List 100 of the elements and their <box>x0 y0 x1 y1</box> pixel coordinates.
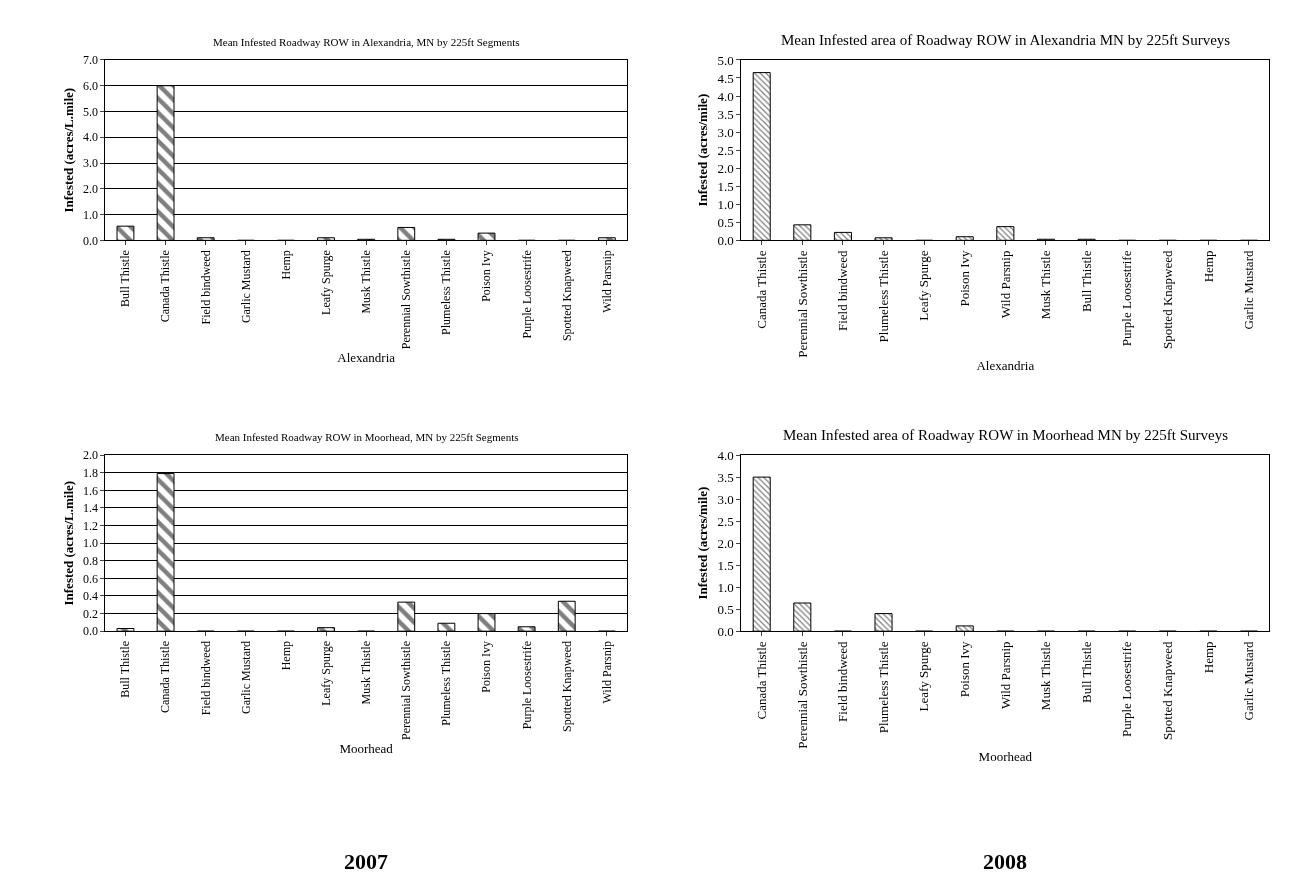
x-tick-label: Hemp <box>278 640 293 671</box>
chart-title: Mean Infested Roadway ROW in Moorhead, MN by 225ft Segments <box>215 431 519 443</box>
y-tick-label: 0.5 <box>717 601 734 617</box>
text: 2008 <box>983 849 1027 874</box>
y-axis-title: Infested (acres/L.mile) <box>60 480 76 606</box>
y-tick-label: 4.0 <box>717 88 734 104</box>
x-tick-label: Musk Thistle <box>1038 641 1054 711</box>
x-tick-label: Purple Loosestrife <box>519 640 534 730</box>
x-tick-label: Spotted Knapweed <box>1159 250 1175 350</box>
y-axis-title: Infested (acres/mile) <box>695 486 711 600</box>
y-tick-label: 2.0 <box>717 535 734 551</box>
y-tick-label: 1.2 <box>83 518 98 533</box>
x-tick-label: Leafy Spurge <box>318 250 333 315</box>
x-tick-label: Spotted Knapweed <box>559 640 574 732</box>
x-axis-title: Moorhead <box>978 749 1033 765</box>
x-tick-label: Canada Thistle <box>753 641 769 720</box>
x-tick-label: Canada Thistle <box>158 250 173 323</box>
y-tick-label: 2.0 <box>83 448 98 463</box>
y-axis-title: Infested (acres/L.mile) <box>60 87 76 213</box>
y-tick-label: 1.8 <box>83 465 98 480</box>
y-axis-title: Infested (acres/mile) <box>695 93 711 207</box>
x-tick-label: Hemp <box>278 250 293 280</box>
x-tick-label: Purple Loosestrife <box>1119 641 1135 738</box>
y-tick-label: 6.0 <box>83 78 98 93</box>
x-tick-label: Leafy Spurge <box>916 641 932 712</box>
x-tick-label: Bull Thistle <box>118 640 133 698</box>
x-tick-label: Poison Ivy <box>956 250 972 307</box>
x-tick-label: Perennial Sowthistle <box>399 640 414 740</box>
x-tick-label: Spotted Knapweed <box>559 250 574 342</box>
y-tick-label: 0.8 <box>83 553 98 568</box>
y-tick-label: 0.2 <box>83 606 98 621</box>
x-tick-label: Field bindweed <box>198 640 213 716</box>
x-tick-label: Poison Ivy <box>479 250 494 302</box>
x-tick-label: Perennial Sowthistle <box>794 641 810 749</box>
x-tick-label: Plumeless Thistle <box>439 640 454 726</box>
x-tick-label: Canada Thistle <box>158 640 173 714</box>
x-tick-label: Wild Parsnip <box>599 250 614 313</box>
x-tick-label: Poison Ivy <box>479 640 494 693</box>
x-axis-title: Alexandria <box>337 349 396 365</box>
x-tick-label: Wild Parsnip <box>997 641 1013 710</box>
y-tick-label: 4.0 <box>83 130 98 145</box>
y-tick-label: 3.0 <box>83 156 98 171</box>
y-tick-label: 3.5 <box>717 469 734 485</box>
y-tick-label: 0.4 <box>83 589 98 604</box>
x-tick-label: Purple Loosestrife <box>519 250 534 339</box>
text: 2007 <box>344 849 388 874</box>
y-tick-label: 2.5 <box>717 142 734 158</box>
x-tick-label: Perennial Sowthistle <box>399 250 414 350</box>
x-tick-label: Wild Parsnip <box>599 640 614 704</box>
chart-title: Mean Infested area of Roadway ROW in Alexandria MN by 225ft Surveys <box>781 32 1231 48</box>
x-tick-label: Garlic Mustard <box>238 250 253 324</box>
y-tick-label: 1.0 <box>83 207 98 222</box>
y-tick-label: 1.0 <box>83 536 98 551</box>
y-tick-label: 0.0 <box>83 624 98 639</box>
y-tick-label: 7.0 <box>83 53 98 68</box>
y-tick-label: 4.0 <box>717 447 734 463</box>
x-tick-label: Field bindweed <box>835 250 851 332</box>
y-tick-label: 0.0 <box>717 623 734 639</box>
x-tick-label: Spotted Knapweed <box>1159 640 1175 740</box>
x-tick-label: Garlic Mustard <box>238 640 253 714</box>
x-tick-label: Hemp <box>1200 641 1216 674</box>
chart-title: Mean Infested area of Roadway ROW in Moorhead MN by 225ft Surveys <box>783 427 1229 443</box>
x-tick-label: Wild Parsnip <box>997 250 1013 319</box>
y-tick-label: 2.0 <box>83 182 98 196</box>
x-tick-label: Leafy Spurge <box>916 250 932 321</box>
x-tick-label: Plumeless Thistle <box>439 250 454 335</box>
y-tick-label: 5.0 <box>717 52 734 68</box>
x-tick-label: Hemp <box>1200 250 1216 283</box>
x-tick-label: Musk Thistle <box>359 640 374 705</box>
y-tick-label: 1.6 <box>83 483 98 498</box>
y-tick-label: 1.0 <box>717 579 734 595</box>
y-tick-label: 4.5 <box>717 70 734 86</box>
x-tick-label: Garlic Mustard <box>1241 640 1257 721</box>
y-tick-label: 2.0 <box>717 160 734 176</box>
y-tick-label: 1.5 <box>717 557 734 573</box>
x-tick-label: Bull Thistle <box>118 250 133 307</box>
chart-title: Mean Infested Roadway ROW in Alexandria, MN by 225ft Segments <box>213 36 520 48</box>
x-tick-label: Bull Thistle <box>1078 250 1094 313</box>
x-axis-title: Moorhead <box>339 740 394 756</box>
y-tick-label: 3.0 <box>717 124 734 140</box>
y-tick-label: 2.5 <box>717 513 734 529</box>
x-tick-label: Musk Thistle <box>1038 250 1054 320</box>
y-tick-label: 5.0 <box>83 104 98 119</box>
x-tick-label: Bull Thistle <box>1078 641 1094 703</box>
x-tick-label: Leafy Spurge <box>318 640 333 706</box>
x-tick-label: Garlic Mustard <box>1241 250 1257 330</box>
y-tick-label: 3.0 <box>717 491 734 507</box>
x-tick-label: Perennial Sowthistle <box>794 250 810 358</box>
y-tick-label: 0.6 <box>83 571 98 586</box>
x-tick-label: Field bindweed <box>198 250 213 325</box>
x-tick-label: Poison Ivy <box>956 640 972 698</box>
x-tick-label: Canada Thistle <box>753 250 769 329</box>
x-tick-label: Purple Loosestrife <box>1119 250 1135 347</box>
y-tick-label: 3.5 <box>717 106 734 122</box>
y-tick-label: 0.0 <box>717 232 734 248</box>
x-tick-label: Musk Thistle <box>359 250 374 314</box>
x-tick-label: Field bindweed <box>835 640 851 722</box>
y-tick-label: 1.5 <box>717 178 734 194</box>
y-tick-label: 1.0 <box>717 196 734 212</box>
x-tick-label: Plumeless Thistle <box>875 250 891 343</box>
